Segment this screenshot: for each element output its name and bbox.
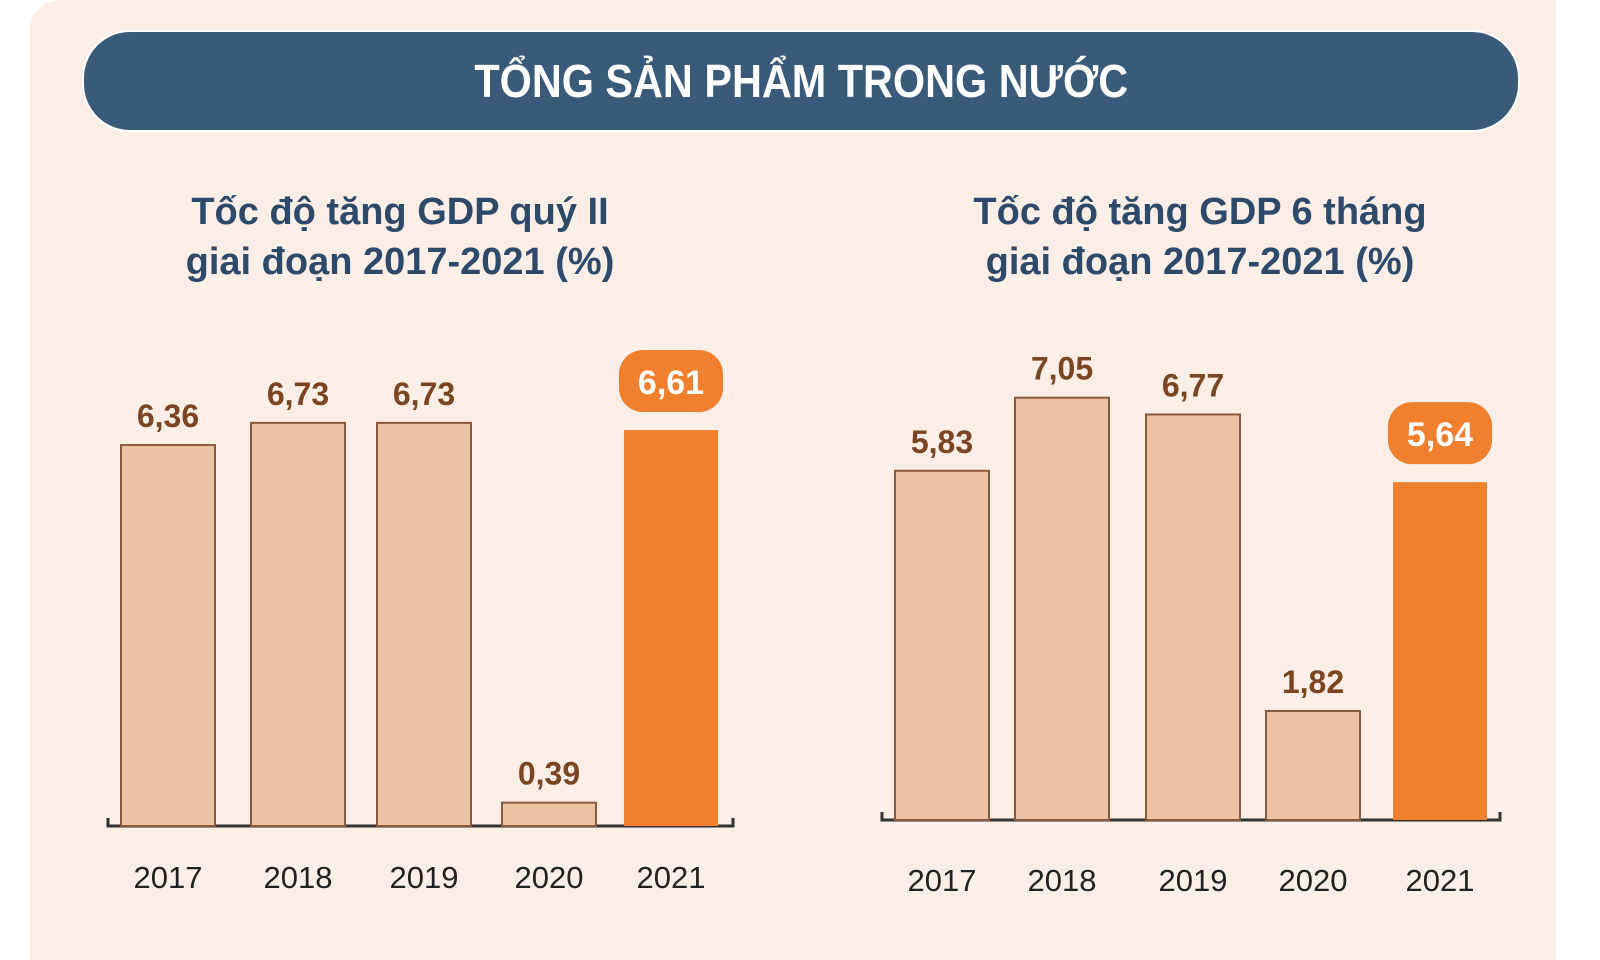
bar-2020 — [501, 801, 597, 827]
bar-2019 — [376, 421, 472, 827]
value-label: 0,39 — [518, 756, 580, 792]
value-label: 6,36 — [137, 398, 199, 434]
bar-2018 — [1014, 396, 1110, 821]
bar-2017 — [894, 469, 990, 821]
year-tick-label: 2017 — [134, 860, 203, 895]
chart2-title: Tốc độ tăng GDP 6 tháng giai đoạn 2017-2… — [900, 187, 1500, 287]
bar-2021 — [1393, 482, 1487, 820]
bar-2021 — [624, 430, 718, 826]
value-label: 5,64 — [1407, 416, 1473, 454]
value-badge — [619, 350, 723, 413]
year-tick-label: 2019 — [1159, 863, 1228, 898]
bar-2017 — [120, 444, 216, 827]
bar-2018 — [250, 421, 346, 827]
value-label: 5,83 — [911, 424, 973, 460]
header-title: TỔNG SẢN PHẨM TRONG NƯỚC — [474, 55, 1128, 107]
value-label: 6,73 — [267, 376, 329, 412]
value-label: 6,73 — [393, 376, 455, 412]
bar-2020 — [1265, 709, 1361, 821]
year-tick-label: 2019 — [390, 860, 459, 895]
value-label: 6,77 — [1162, 367, 1224, 403]
chart2-title-line2: giai đoạn 2017-2021 (%) — [985, 241, 1415, 283]
chart-2: 5,83 2017 7,05 2018 6,77 2019 1,82 2020 5,64 2021 — [880, 351, 1502, 898]
chart1-title-line2: giai đoạn 2017-2021 (%) — [185, 241, 615, 283]
year-tick-label: 2021 — [1406, 863, 1475, 898]
value-label: 1,82 — [1282, 664, 1344, 700]
value-label: 7,05 — [1031, 351, 1093, 387]
chart1-title-line1: Tốc độ tăng GDP quý II — [191, 191, 609, 233]
header-banner: TỔNG SẢN PHẨM TRONG NƯỚC — [82, 30, 1520, 132]
value-badge — [1388, 402, 1492, 465]
year-tick-label: 2018 — [1028, 863, 1097, 898]
bar-2019 — [1145, 413, 1241, 821]
year-tick-label: 2017 — [908, 863, 977, 898]
chart1-title: Tốc độ tăng GDP quý II giai đoạn 2017-20… — [100, 187, 700, 287]
year-tick-label: 2021 — [637, 860, 706, 895]
year-tick-label: 2020 — [1279, 863, 1348, 898]
year-tick-label: 2020 — [515, 860, 584, 895]
chart-1: 6,36 2017 6,73 2018 6,73 2019 0,39 2020 6,61 2021 — [106, 350, 735, 895]
value-label: 6,61 — [638, 364, 704, 402]
year-tick-label: 2018 — [264, 860, 333, 895]
chart2-title-line1: Tốc độ tăng GDP 6 tháng — [973, 191, 1427, 233]
